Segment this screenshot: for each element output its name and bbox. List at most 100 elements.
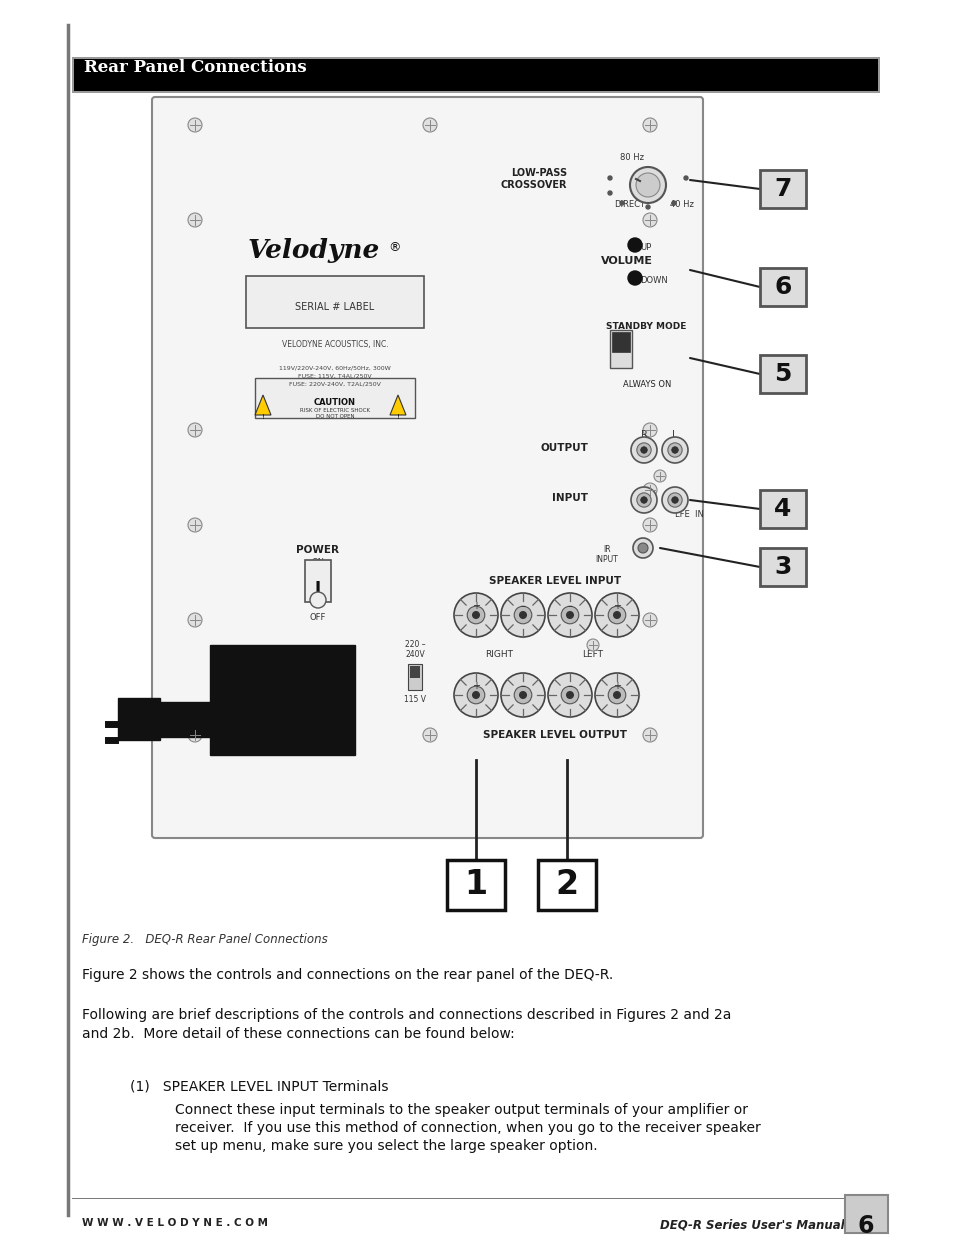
Text: 4: 4 (774, 496, 791, 521)
Circle shape (519, 611, 526, 619)
Circle shape (661, 487, 687, 513)
Bar (844, 1195, 887, 1233)
Circle shape (566, 611, 573, 619)
Text: 3: 3 (774, 555, 791, 579)
Text: IR
INPUT: IR INPUT (595, 545, 618, 564)
Text: Figure 2.   DEQ-R Rear Panel Connections: Figure 2. DEQ-R Rear Panel Connections (82, 932, 328, 946)
Text: 5: 5 (774, 362, 791, 387)
Text: OUTPUT: OUTPUT (539, 443, 587, 453)
Text: DEQ-R Series User's Manual: DEQ-R Series User's Manual (659, 1218, 843, 1231)
Bar (74, 59, 877, 91)
Circle shape (547, 593, 592, 637)
Circle shape (642, 517, 657, 532)
Circle shape (661, 437, 687, 463)
Circle shape (188, 424, 202, 437)
Text: STANDBY MODE: STANDBY MODE (605, 322, 685, 331)
Bar (537, 860, 596, 910)
Text: R: R (639, 430, 647, 440)
Text: receiver.  If you use this method of connection, when you go to the receiver spe: receiver. If you use this method of conn… (174, 1121, 760, 1135)
Text: 6: 6 (857, 1214, 873, 1235)
Text: FUSE: 115V, T4AL/250V: FUSE: 115V, T4AL/250V (298, 374, 372, 379)
Circle shape (640, 496, 646, 503)
Text: RIGHT: RIGHT (484, 650, 513, 659)
Text: ALWAYS ON: ALWAYS ON (622, 380, 671, 389)
Circle shape (500, 673, 544, 718)
Text: INPUT: INPUT (552, 493, 587, 503)
Text: 6: 6 (774, 275, 791, 299)
Bar (447, 860, 504, 910)
Bar (760, 548, 805, 585)
Circle shape (645, 205, 649, 209)
Circle shape (642, 613, 657, 627)
FancyBboxPatch shape (152, 98, 702, 839)
Text: LOW-PASS
CROSSOVER: LOW-PASS CROSSOVER (500, 168, 566, 190)
Text: 1: 1 (464, 868, 487, 902)
Bar (760, 354, 805, 393)
Text: –: – (567, 601, 572, 611)
Circle shape (640, 447, 646, 453)
Circle shape (519, 692, 526, 698)
Circle shape (671, 447, 678, 453)
Circle shape (642, 483, 657, 496)
Text: set up menu, make sure you select the large speaker option.: set up menu, make sure you select the la… (174, 1139, 597, 1153)
Circle shape (638, 543, 647, 553)
Text: DOWN: DOWN (639, 275, 667, 285)
Circle shape (671, 496, 678, 503)
Circle shape (188, 517, 202, 532)
Polygon shape (390, 395, 406, 415)
Circle shape (637, 443, 651, 457)
Text: VOLUME: VOLUME (600, 256, 652, 266)
Circle shape (671, 201, 676, 205)
Bar (118, 698, 160, 740)
Text: SPEAKER LEVEL OUTPUT: SPEAKER LEVEL OUTPUT (482, 730, 626, 740)
Bar (210, 645, 355, 755)
Circle shape (514, 687, 531, 704)
Circle shape (613, 692, 619, 698)
Circle shape (642, 119, 657, 132)
Circle shape (188, 613, 202, 627)
Text: 7: 7 (774, 177, 791, 201)
Circle shape (560, 606, 578, 624)
Text: POWER: POWER (296, 545, 339, 555)
Text: 220 –
240V: 220 – 240V (404, 640, 425, 659)
Text: W W W . V E L O D Y N E . C O M: W W W . V E L O D Y N E . C O M (82, 1218, 268, 1228)
Text: +: + (613, 601, 620, 611)
Circle shape (637, 493, 651, 508)
Circle shape (667, 493, 681, 508)
Bar (254, 378, 415, 417)
Text: 115 V: 115 V (403, 695, 426, 704)
Circle shape (188, 119, 202, 132)
Text: LFE  IN: LFE IN (675, 510, 703, 519)
Circle shape (636, 173, 659, 198)
Bar (158, 701, 213, 737)
Text: –: – (520, 601, 525, 611)
Bar (760, 490, 805, 529)
Text: Rear Panel Connections: Rear Panel Connections (84, 59, 306, 77)
Text: 2: 2 (555, 868, 578, 902)
Circle shape (607, 177, 612, 180)
Circle shape (619, 201, 623, 205)
Text: +: + (613, 680, 620, 692)
Circle shape (500, 593, 544, 637)
Circle shape (560, 687, 578, 704)
Circle shape (472, 611, 478, 619)
Circle shape (607, 191, 612, 195)
Text: ®: ® (388, 241, 400, 254)
Text: I: I (314, 580, 321, 598)
Circle shape (608, 606, 625, 624)
Circle shape (472, 692, 478, 698)
Circle shape (310, 592, 326, 608)
Bar (612, 332, 629, 352)
Bar (760, 268, 805, 306)
Bar (410, 666, 419, 678)
Bar (760, 170, 805, 207)
Text: UP: UP (639, 243, 651, 252)
Bar (246, 275, 423, 329)
Circle shape (630, 487, 657, 513)
Text: L: L (672, 430, 677, 440)
Polygon shape (254, 395, 271, 415)
Circle shape (613, 611, 619, 619)
Text: –: – (520, 680, 525, 692)
Text: SPEAKER LEVEL INPUT: SPEAKER LEVEL INPUT (489, 576, 620, 585)
Circle shape (586, 638, 598, 651)
